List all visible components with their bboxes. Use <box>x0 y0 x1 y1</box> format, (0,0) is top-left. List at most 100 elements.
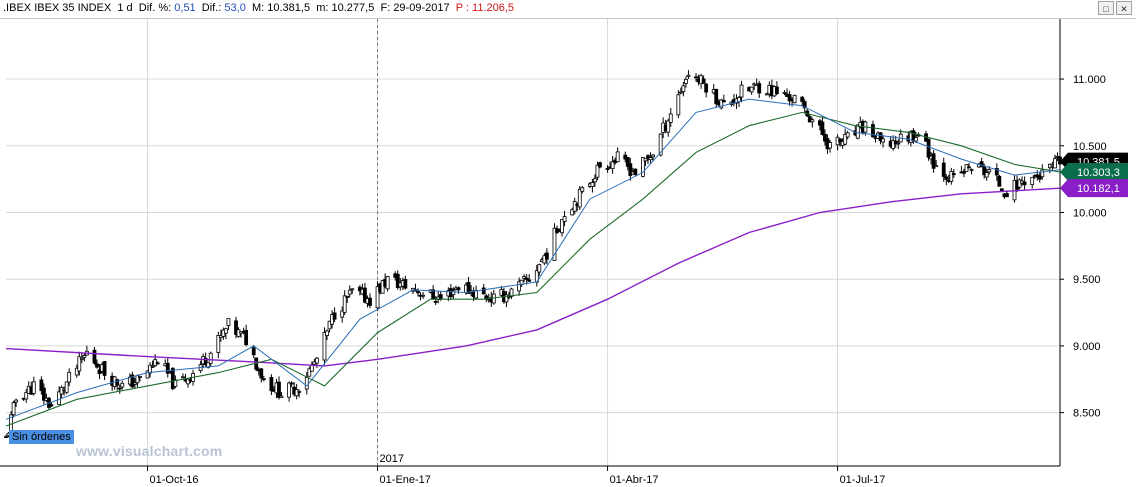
x-tick-label: 01-Ene-17 <box>380 474 431 486</box>
candle-body <box>623 154 628 160</box>
y-axis: 8.500 9.000 9.500 10.000 10.500 11.000 <box>1059 19 1107 466</box>
candle-body <box>914 137 918 142</box>
candle-body <box>327 320 332 330</box>
candle-body <box>605 168 610 170</box>
ma-fast-line <box>5 98 1061 420</box>
candle-body <box>251 347 256 356</box>
candle-body <box>782 92 787 94</box>
ma-slow-line <box>5 187 1061 367</box>
high-value: 10.381,5 <box>267 2 311 14</box>
candle-body <box>967 166 971 169</box>
candle-body <box>24 392 29 400</box>
candle-body <box>595 164 600 178</box>
candle-body <box>416 291 420 294</box>
candle-body <box>130 374 135 388</box>
candle-body <box>997 175 1002 187</box>
y-tick-label: 9.000 <box>1073 341 1101 353</box>
candle-body <box>31 381 36 394</box>
candle-body <box>792 94 797 104</box>
price-badge <box>1060 179 1128 198</box>
candle-body <box>148 364 152 374</box>
candle-body <box>643 158 648 162</box>
candle-body <box>580 187 585 192</box>
candle-body <box>694 76 698 79</box>
price-badges: 10.381,510.303,310.182,1 <box>1060 152 1128 198</box>
header-info: .IBEX IBEX 35 INDEX 1 d Dif. %: 0,51 Dif… <box>3 2 514 14</box>
candle-body <box>845 132 850 138</box>
candle-body <box>438 294 443 300</box>
candle-body <box>504 294 509 303</box>
candle-body <box>646 155 650 159</box>
candle-body <box>325 330 329 336</box>
candle-body <box>92 349 97 364</box>
candle-body <box>259 368 264 379</box>
restore-button[interactable]: □ <box>1098 1 1114 15</box>
candle-body <box>651 154 655 158</box>
candle-body <box>545 252 549 260</box>
candle-body <box>577 188 582 208</box>
candle-body <box>345 295 350 298</box>
candle-body <box>332 312 337 320</box>
candle-body <box>1005 193 1009 198</box>
candle-body <box>474 290 479 299</box>
candle-body <box>749 86 754 93</box>
close-button[interactable]: ✕ <box>1116 1 1132 15</box>
candle-body <box>625 157 630 167</box>
candle-body <box>234 320 238 335</box>
watermark: www.visualchart.com <box>76 443 223 459</box>
candle-body <box>451 290 456 295</box>
candle-body <box>375 286 380 309</box>
y-tick-label: 10.000 <box>1073 207 1107 219</box>
candle-body <box>466 281 471 294</box>
candle-body <box>560 219 564 234</box>
chart-header-bar: .IBEX IBEX 35 INDEX 1 d Dif. %: 0,51 Dif… <box>0 0 1136 19</box>
candle-body <box>802 101 807 109</box>
candle-body <box>350 288 355 291</box>
candle-body <box>456 287 461 291</box>
candle-body <box>807 116 812 123</box>
candle-body <box>1053 158 1057 169</box>
candle-body <box>572 201 577 212</box>
candle-body <box>49 404 54 407</box>
candle-body <box>385 276 390 290</box>
candle-body <box>304 377 309 390</box>
candle-body <box>681 85 686 93</box>
candle-body <box>701 78 706 84</box>
candle-body <box>155 362 160 365</box>
low-label: m: <box>316 2 329 14</box>
price-badge-label: 10.182,1 <box>1077 183 1120 195</box>
candle-body <box>4 436 8 439</box>
candle-body <box>593 178 597 183</box>
timeframe: 1 d <box>117 2 133 14</box>
symbol-name: IBEX 35 INDEX <box>34 2 112 14</box>
candle-body <box>82 355 87 358</box>
candle-body <box>979 161 984 168</box>
candle-body <box>881 138 885 143</box>
candle-body <box>216 334 221 353</box>
candle-body <box>181 376 185 379</box>
high-label: M: <box>251 2 265 14</box>
candle-body <box>74 367 79 376</box>
price-label: P : <box>455 2 469 14</box>
chart-grid <box>6 19 1060 466</box>
candle-body <box>823 133 827 142</box>
candle-body <box>668 113 673 123</box>
candle-body <box>173 379 178 387</box>
candle-body <box>820 121 825 135</box>
y-tick-label: 10.500 <box>1073 141 1107 153</box>
candle-body <box>421 294 425 297</box>
candle-body <box>1022 181 1027 186</box>
candle-body <box>117 387 122 390</box>
y-tick-label: 9.500 <box>1073 274 1101 286</box>
candle-body <box>95 363 99 368</box>
x-axis: 01-Oct-16 01-Ene-17 01-Abr-17 01-Jul-17 2017 <box>0 453 1060 486</box>
candle-body <box>628 163 633 176</box>
candle-body <box>261 378 266 381</box>
candle-body <box>843 134 848 145</box>
candle-body <box>347 289 352 295</box>
orders-status[interactable]: Sin órdenes <box>9 430 74 444</box>
candle-body <box>395 273 400 288</box>
candle-body <box>949 171 954 182</box>
candle-body <box>757 83 762 94</box>
